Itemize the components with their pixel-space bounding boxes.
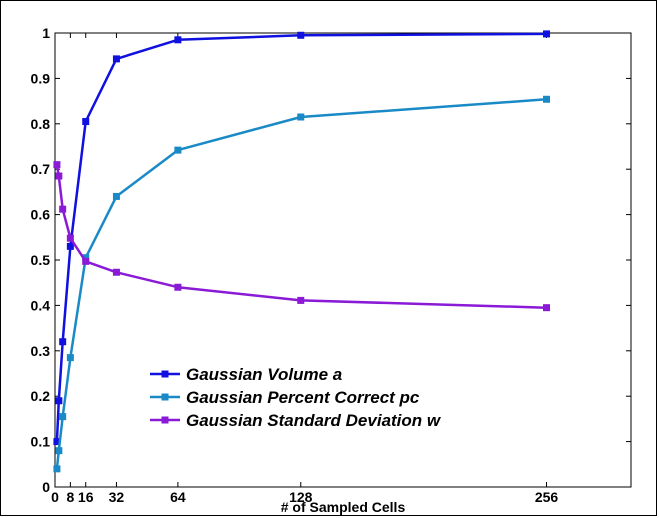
x-axis-title: # of Sampled Cells xyxy=(281,499,406,515)
x-tick-label: 128 xyxy=(289,489,313,505)
data-point-marker xyxy=(174,36,182,44)
legend-label: Gaussian Percent Correct pc xyxy=(186,388,420,407)
data-point-marker xyxy=(82,118,90,126)
data-point-marker xyxy=(59,338,67,346)
x-tick-label: 64 xyxy=(170,489,186,505)
data-point-marker xyxy=(53,465,61,473)
data-point-marker xyxy=(297,113,305,121)
y-tick-label: 0.8 xyxy=(31,116,51,132)
legend-swatch-marker xyxy=(161,416,169,424)
y-tick-label: 0.9 xyxy=(31,70,51,86)
series-group xyxy=(53,30,551,473)
data-point-marker xyxy=(543,30,551,38)
x-tick-label: 32 xyxy=(109,489,125,505)
data-point-marker xyxy=(53,161,61,169)
x-tick-label: 0 xyxy=(51,489,59,505)
data-point-marker xyxy=(82,257,90,265)
y-tick-label: 0.5 xyxy=(31,252,51,268)
y-tick-label: 0.7 xyxy=(31,161,51,177)
data-point-marker xyxy=(66,354,74,362)
y-tick-label: 0.1 xyxy=(31,434,51,450)
data-point-marker xyxy=(112,55,120,63)
data-point-marker xyxy=(82,254,90,262)
axis-ticks: 0 0.1 0.2 0.3 0.4 0.5 0.6 0.7 0.8 0.9 1 0 8 16 32 64 128… xyxy=(31,25,631,505)
data-point-marker xyxy=(297,31,305,39)
x-tick-label: 256 xyxy=(535,489,559,505)
legend-label: Gaussian Standard Deviation w xyxy=(186,411,442,430)
data-point-marker xyxy=(59,205,67,213)
data-point-marker xyxy=(543,304,551,312)
legend-swatch-marker xyxy=(161,393,169,401)
data-point-marker xyxy=(174,146,182,154)
legend-swatch-marker xyxy=(161,370,169,378)
y-tick-label: 0.6 xyxy=(31,207,51,223)
data-point-marker xyxy=(543,95,551,103)
data-point-marker xyxy=(112,268,120,276)
data-point-marker xyxy=(53,438,61,446)
legend-label: Gaussian Volume a xyxy=(186,365,342,384)
data-point-marker xyxy=(59,413,67,421)
data-point-marker xyxy=(66,234,74,242)
plot-area xyxy=(54,32,632,488)
data-point-marker xyxy=(55,397,63,405)
x-tick-label: 16 xyxy=(78,489,94,505)
data-point-marker xyxy=(297,296,305,304)
y-tick-label: 0.4 xyxy=(31,297,51,313)
data-point-marker xyxy=(66,242,74,250)
y-tick-label: 0.3 xyxy=(31,343,51,359)
y-tick-label: 1 xyxy=(42,25,50,41)
data-point-marker xyxy=(112,192,120,200)
y-tick-label: 0.2 xyxy=(31,388,51,404)
y-tick-label: 0 xyxy=(42,479,50,495)
x-tick-label: 8 xyxy=(66,489,74,505)
data-point-marker xyxy=(55,447,63,455)
data-point-marker xyxy=(55,172,63,180)
data-point-marker xyxy=(174,283,182,291)
legend: Gaussian Volume a Gaussian Percent Correc… xyxy=(150,365,442,430)
